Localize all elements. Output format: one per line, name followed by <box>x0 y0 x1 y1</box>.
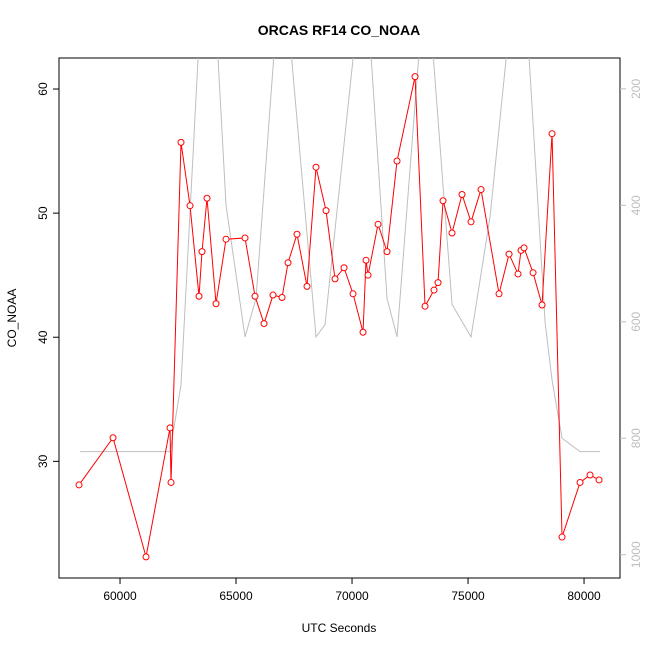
data-point <box>278 294 286 302</box>
y-tick-label: 30 <box>36 454 50 468</box>
x-tick-label: 75000 <box>451 589 485 603</box>
y-tick-label: 50 <box>36 206 50 220</box>
data-point <box>186 202 194 210</box>
x-tick-label: 70000 <box>335 589 369 603</box>
y2-tick-label: 800 <box>629 428 643 448</box>
data-point <box>586 471 594 479</box>
data-point <box>251 292 259 300</box>
data-point <box>411 73 419 81</box>
x-tick-label: 60000 <box>103 589 137 603</box>
data-point <box>434 279 442 287</box>
data-point <box>467 218 475 226</box>
data-point <box>322 207 330 215</box>
data-point <box>331 275 339 283</box>
data-point <box>421 302 429 310</box>
data-point <box>458 191 466 199</box>
data-point <box>393 157 401 165</box>
data-point <box>558 533 566 541</box>
y2-tick-label: 200 <box>629 79 643 99</box>
data-point <box>312 163 320 171</box>
y2-tick-label: 400 <box>629 195 643 215</box>
data-point <box>269 291 277 299</box>
data-point <box>548 130 556 138</box>
data-point <box>359 328 367 336</box>
data-point <box>340 264 348 272</box>
y-axis-label: CO_NOAA <box>5 289 19 348</box>
series-line <box>80 58 601 453</box>
data-point <box>222 235 230 243</box>
data-point <box>383 248 391 256</box>
data-point <box>109 434 117 442</box>
data-point <box>538 301 546 309</box>
data-point <box>260 320 268 328</box>
data-point <box>505 250 513 258</box>
data-point <box>595 476 603 484</box>
plot-box <box>58 57 621 579</box>
x-tick-label: 80000 <box>567 589 601 603</box>
data-point <box>520 244 528 252</box>
data-point <box>293 230 301 238</box>
x-tick-label: 65000 <box>219 589 253 603</box>
data-point <box>477 186 485 194</box>
x-axis-label: UTC Seconds <box>302 621 377 635</box>
y2-tick-label: 1000 <box>629 541 643 568</box>
data-point <box>362 256 370 264</box>
plot-area <box>75 58 603 561</box>
y-tick-label: 60 <box>36 82 50 96</box>
data-point <box>439 197 447 205</box>
y-tick-label: 40 <box>36 330 50 344</box>
data-point <box>198 248 206 256</box>
data-point <box>177 138 185 146</box>
data-point <box>349 290 357 298</box>
y2-tick-label: 600 <box>629 311 643 331</box>
data-point <box>303 282 311 290</box>
data-point <box>364 271 372 279</box>
data-point <box>430 286 438 294</box>
data-point <box>75 481 83 489</box>
data-point <box>212 300 220 308</box>
chart-title: ORCAS RF14 CO_NOAA <box>258 22 421 38</box>
data-point <box>495 290 503 298</box>
data-point <box>374 220 382 228</box>
data-point <box>195 292 203 300</box>
data-point <box>529 269 537 277</box>
data-point <box>241 234 249 242</box>
series-line <box>78 76 600 558</box>
data-point <box>448 229 456 237</box>
data-point <box>203 194 211 202</box>
data-point <box>576 478 584 486</box>
data-point <box>514 270 522 278</box>
data-point <box>284 259 292 267</box>
data-point <box>166 424 174 432</box>
data-point <box>167 478 175 486</box>
data-point <box>142 553 150 561</box>
